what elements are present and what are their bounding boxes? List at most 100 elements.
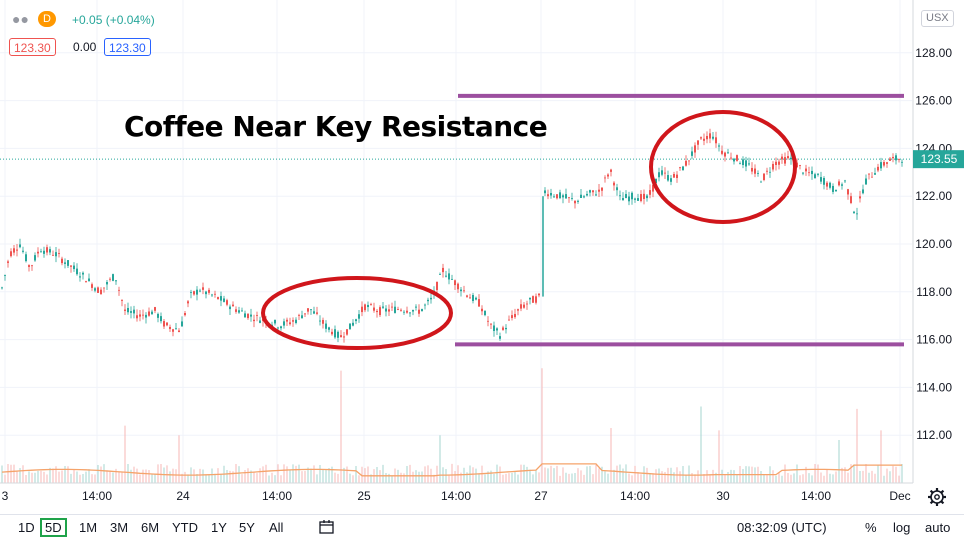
candle-body [736, 155, 738, 161]
candle-body [697, 140, 699, 145]
candle-body [157, 313, 159, 318]
candle-body [124, 309, 126, 311]
candle-body [88, 278, 90, 281]
candle-body [250, 314, 252, 317]
candle-body [223, 298, 225, 302]
candle-body [718, 145, 720, 147]
candle-body [844, 180, 846, 182]
volume-moving-average-line [1, 463, 902, 477]
candle-body [760, 181, 762, 183]
candle-body [670, 178, 672, 182]
price-axis[interactable] [912, 0, 964, 483]
candle-body [79, 276, 81, 278]
candle-body [463, 290, 465, 292]
candle-body [82, 272, 84, 275]
candle-body [586, 193, 588, 196]
candle-body [379, 307, 381, 316]
range-button-1y[interactable]: 1Y [211, 520, 227, 535]
resistance-test-ellipse[interactable] [649, 110, 797, 224]
candle-body [313, 311, 315, 314]
candle-body [757, 173, 759, 174]
candle-body [148, 311, 150, 316]
candle-body [172, 329, 174, 332]
candle-body [475, 297, 477, 300]
candle-body [340, 335, 342, 338]
candle-body [151, 311, 153, 315]
range-button-1m[interactable]: 1M [79, 520, 98, 535]
candle-body [604, 177, 606, 179]
candle-body [361, 306, 363, 313]
candle-body [733, 158, 735, 162]
candle-body [37, 251, 39, 254]
candle-body [580, 194, 582, 198]
time-axis[interactable] [0, 482, 964, 513]
candle-body [766, 170, 768, 172]
volume-bars [1, 368, 903, 483]
candle-body [337, 331, 339, 338]
candle-body [52, 254, 54, 256]
candle-body [583, 196, 585, 198]
time-tick-label: 14:00 [262, 489, 292, 503]
candle-body [874, 173, 876, 175]
candle-body [235, 309, 237, 312]
interval-badge[interactable]: D [38, 11, 56, 27]
candle-body [901, 161, 903, 163]
candle-body [106, 281, 108, 285]
candle-body [202, 287, 204, 290]
log-toggle[interactable]: log [893, 520, 911, 535]
candle-body [571, 198, 573, 199]
candle-body [835, 189, 837, 192]
collapse-dots-icon[interactable]: ●● [12, 11, 29, 27]
time-tick-label: Dec [889, 489, 910, 503]
range-button-6m[interactable]: 6M [141, 520, 160, 535]
candle-body [292, 320, 294, 322]
candle-body [1, 287, 3, 289]
candle-body [775, 161, 777, 166]
candle-body [472, 295, 474, 302]
candle-body [520, 304, 522, 309]
candle-body [655, 178, 657, 184]
candle-body [526, 303, 528, 305]
range-button-ytd[interactable]: YTD [172, 520, 198, 535]
candle-body [568, 197, 570, 199]
candle-body [814, 174, 816, 179]
candle-body [685, 160, 687, 166]
candle-body [550, 192, 552, 196]
candle-body [853, 211, 855, 213]
price-tick-label: 126.00 [915, 94, 952, 108]
compare-date-range-icon[interactable] [318, 518, 336, 539]
range-button-1d[interactable]: 1D [18, 520, 35, 535]
candle-body [865, 178, 867, 185]
price-tick-label: 116.00 [916, 333, 952, 347]
bottom-toolbar: 1D 5D 1M 3M 6M YTD 1Y 5Y All 08:32:09 (UTC) % lo… [0, 514, 964, 540]
range-button-5d[interactable]: 5D [40, 518, 67, 537]
bid-price[interactable]: 123.30 [9, 38, 56, 56]
candle-body [829, 182, 831, 188]
clock-time[interactable]: 08:32:09 (UTC) [737, 520, 827, 535]
candle-body [676, 174, 678, 179]
range-button-3m[interactable]: 3M [110, 520, 129, 535]
auto-toggle[interactable]: auto [925, 520, 951, 535]
settings-gear-icon[interactable] [928, 488, 946, 506]
candle-body [238, 310, 240, 313]
range-button-5y[interactable]: 5Y [239, 520, 255, 535]
candle-body [706, 135, 708, 140]
candle-body [892, 156, 894, 159]
candle-body [787, 156, 789, 159]
candle-body [349, 323, 351, 330]
candle-body [400, 309, 402, 311]
candle-body [304, 313, 306, 315]
candle-body [730, 157, 732, 159]
candle-body [10, 251, 12, 257]
candle-body [328, 327, 330, 330]
range-button-all[interactable]: All [269, 520, 284, 535]
candle-body [382, 306, 384, 308]
candle-body [196, 289, 198, 295]
percent-toggle[interactable]: % [865, 520, 877, 535]
candle-body [346, 329, 348, 335]
candle-body [820, 177, 822, 182]
candle-body [358, 314, 360, 319]
ask-price[interactable]: 123.30 [104, 38, 151, 56]
consolidation-ellipse[interactable] [261, 276, 453, 350]
